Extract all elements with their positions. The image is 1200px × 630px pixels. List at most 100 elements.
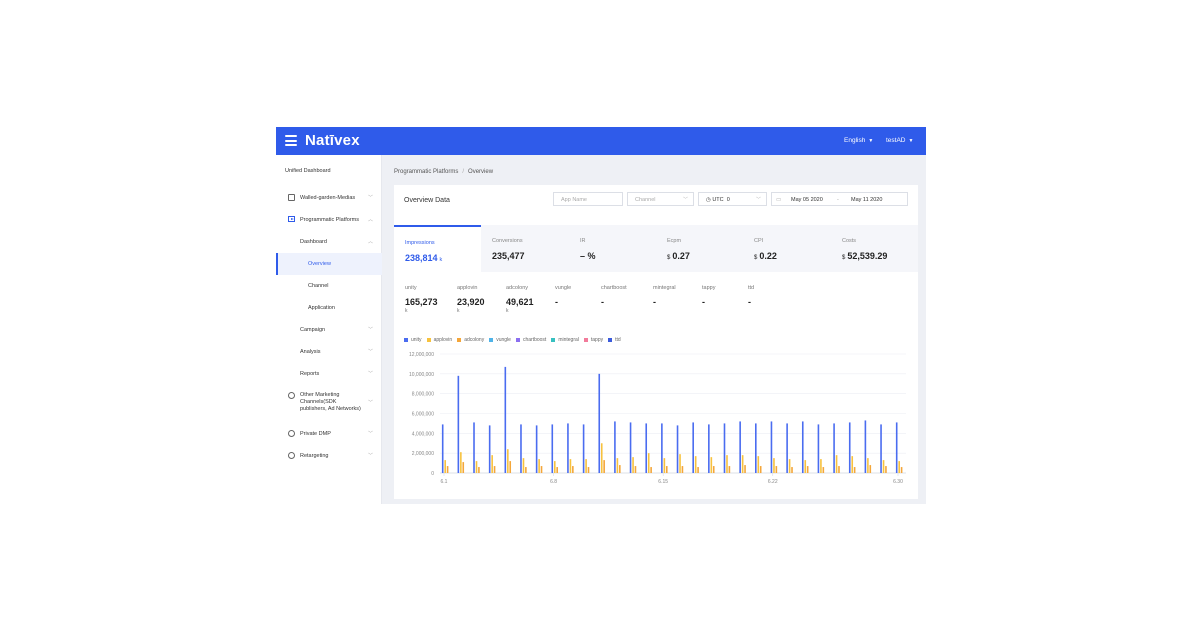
channel-select[interactable]: Channel ﹀ [627,192,694,206]
y-tick-label: 10,000,000 [409,372,434,378]
top-bar: Natīvex English ▼ testAD ▼ [276,127,926,155]
legend-item-applovin[interactable]: applovin [426,337,452,343]
bar-unity [676,425,679,473]
bar-applovin [538,459,540,473]
chevron-down-icon: ﹀ [368,327,374,333]
bar-adcolony [759,466,762,473]
user-name: testAD [886,137,906,144]
bar-adcolony [744,465,746,473]
bar-applovin [569,459,572,473]
bar-unity [535,425,538,473]
bar-applovin [647,453,650,473]
bar-adcolony [822,467,825,473]
bar-applovin [632,457,634,473]
timezone-select[interactable]: ◷ UTC 0 ﹀ [698,192,767,206]
sidebar-item-dashboard[interactable]: Dashboard ︿ [276,231,382,253]
metric-label: CPI [754,238,764,244]
bar-adcolony [791,467,793,473]
bar-applovin [741,455,744,473]
menu-icon[interactable] [285,135,297,146]
bar-adcolony [853,467,856,473]
metric-tab-costs[interactable]: Costs $52,539.29 [831,225,918,272]
sidebar-item-campaign[interactable]: Campaign ﹀ [276,319,382,341]
metric-label: Conversions [492,238,523,244]
y-tick-label: 0 [431,471,434,477]
brand-logo[interactable]: Natīvex [305,132,360,149]
bar-unity [895,422,898,473]
sidebar-item-label: Campaign [300,327,326,333]
user-menu[interactable]: testAD ▼ [886,137,913,144]
metric-tab-ecpm[interactable]: Ecpm $0.27 [656,225,743,272]
bar-adcolony [587,467,590,473]
app-name-input[interactable]: App Name [553,192,623,206]
chevron-up-icon: ︿ [368,217,374,223]
legend-item-mintegral[interactable]: mintegral [551,337,579,343]
channel-placeholder: Channel [635,196,656,203]
sidebar-item-programmatic-platforms[interactable]: Programmatic Platforms ︿ [276,209,382,231]
sidebar-item-label: Analysis [300,349,321,355]
bar-applovin [460,452,462,473]
sidebar-item-label: Unified Dashboard [285,168,331,174]
bar-unity [723,423,726,473]
sidebar-item-other-marketing-channels[interactable]: Other Marketing Channels(SDK publishers,… [276,387,382,419]
metric-value: $0.27 [667,251,690,261]
bar-unity [520,424,522,473]
sidebar-item-analysis[interactable]: Analysis ﹀ [276,341,382,363]
sidebar-item-retargeting[interactable]: Retargeting ﹀ [276,445,382,467]
bar-adcolony [540,466,543,473]
language-select[interactable]: English ▼ [844,137,873,144]
date-to: May 11 2020 [851,196,883,203]
breadcrumb-current: Overview [468,169,494,175]
sidebar-item-private-dmp[interactable]: Private DMP ﹀ [276,423,382,445]
legend-item-unity[interactable]: unity [404,337,422,343]
bar-applovin [694,456,697,473]
sidebar-item-reports[interactable]: Reports ﹀ [276,363,382,385]
legend-item-tappy[interactable]: tappy [583,337,603,343]
x-tick-label: 6.15 [658,479,668,485]
bar-applovin [898,461,900,473]
bar-unity [864,420,867,473]
date-range-picker[interactable]: ▭ May 05 2020 - May 11 2020 [771,192,908,206]
bar-applovin [773,458,775,473]
bar-adcolony [697,467,699,473]
breadcrumb-parent[interactable]: Programmatic Platforms [394,169,459,175]
sidebar-item-channel[interactable]: Channel [276,275,382,297]
sidebar-item-application[interactable]: Application [276,297,382,319]
legend-item-vungle[interactable]: vungle [489,337,511,343]
breadcrumb-separator: / [462,169,465,175]
metric-tab-cpi[interactable]: CPI $0.22 [743,225,830,272]
sidebar-item-label: Application [308,305,335,311]
bar-adcolony [712,466,715,473]
bar-applovin [804,460,807,473]
bar-unity [848,422,851,473]
y-tick-label: 8,000,000 [412,392,434,398]
bar-unity [582,424,585,473]
network-stat-ttd: ttd - [748,285,755,307]
metric-tab-impressions[interactable]: Impressions 238,814 k [394,225,481,272]
bar-adcolony [838,466,840,473]
metric-tab-conversions[interactable]: Conversions 235,477 [481,225,568,272]
bar-adcolony [681,466,684,473]
bar-applovin [788,459,791,473]
date-from: May 05 2020 [791,196,823,203]
legend-item-adcolony[interactable]: adcolony [457,337,484,343]
calendar-icon: ▭ [776,196,782,203]
legend-item-ttd[interactable]: ttd [608,337,621,343]
network-stat-mintegral: mintegral - [653,285,676,307]
bar-applovin [616,458,619,473]
metric-value: $0.22 [754,251,777,261]
sidebar-item-overview[interactable]: Overview [276,253,382,275]
bar-applovin [867,458,869,473]
sidebar-item-unified-dashboard[interactable]: Unified Dashboard [276,160,382,182]
bar-unity [708,424,710,473]
sidebar-item-label: Overview [308,261,331,267]
bar-unity [473,422,475,473]
date-separator: - [837,196,839,203]
metric-tab-ir[interactable]: IR – % [569,225,656,272]
sidebar-item-walled-garden[interactable]: Walled-garden-Medias ﹀ [276,187,382,209]
network-stat-unity: unity 165,273 k [405,285,438,314]
chart-legend: unity applovin adcolony vungle chartboost min… [404,337,626,343]
legend-item-chartboost[interactable]: chartboost [515,337,546,343]
bar-applovin [663,458,666,473]
bar-applovin [600,443,603,473]
